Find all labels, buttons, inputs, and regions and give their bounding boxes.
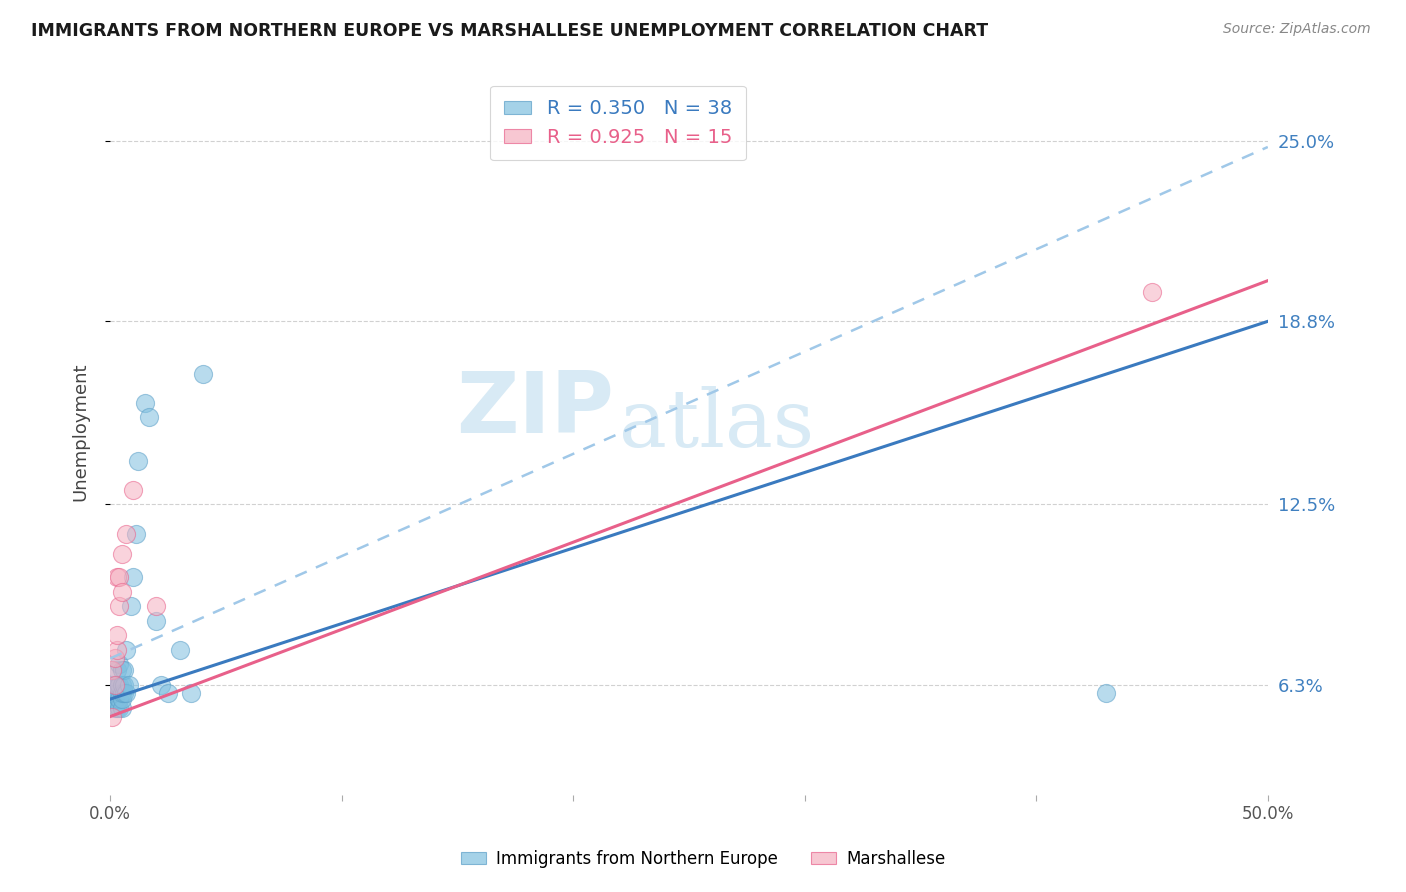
Point: [104, 681, 127, 695]
Point: [150, 678, 173, 692]
Point: [111, 547, 134, 561]
Text: Source: ZipAtlas.com: Source: ZipAtlas.com: [1223, 22, 1371, 37]
Point: [111, 701, 134, 715]
Point: [108, 657, 131, 672]
Point: [122, 570, 145, 584]
Point: [101, 686, 124, 700]
Text: IMMIGRANTS FROM NORTHERN EUROPE VS MARSHALLESE UNEMPLOYMENT CORRELATION CHART: IMMIGRANTS FROM NORTHERN EUROPE VS MARSH…: [31, 22, 988, 40]
Point: [104, 692, 127, 706]
Point: [111, 678, 134, 692]
Point: [127, 454, 149, 468]
Point: [1094, 686, 1116, 700]
Point: [105, 663, 128, 677]
Point: [156, 686, 179, 700]
Point: [112, 663, 135, 677]
Point: [124, 526, 146, 541]
Point: [105, 628, 128, 642]
Text: atlas: atlas: [620, 385, 814, 464]
Point: [104, 651, 127, 665]
Point: [101, 663, 124, 677]
Point: [122, 483, 145, 497]
Point: [138, 410, 160, 425]
Point: [111, 584, 134, 599]
Y-axis label: Unemployment: Unemployment: [72, 362, 89, 501]
Point: [180, 686, 202, 700]
Point: [101, 692, 124, 706]
Point: [108, 701, 131, 715]
Point: [105, 678, 128, 692]
Point: [101, 709, 124, 723]
Point: [111, 686, 134, 700]
Point: [115, 526, 138, 541]
Point: [112, 686, 135, 700]
Point: [101, 678, 124, 692]
Point: [191, 367, 214, 381]
Point: [108, 678, 131, 692]
Point: [169, 642, 191, 657]
Point: [104, 678, 127, 692]
Point: [145, 599, 167, 614]
Legend: R = 0.350   N = 38, R = 0.925   N = 15: R = 0.350 N = 38, R = 0.925 N = 15: [491, 86, 745, 161]
Point: [108, 570, 131, 584]
Point: [108, 599, 131, 614]
Point: [117, 678, 139, 692]
Point: [111, 663, 134, 677]
Point: [145, 614, 167, 628]
Point: [115, 686, 138, 700]
Point: [111, 692, 134, 706]
Point: [1140, 285, 1163, 300]
Point: [120, 599, 142, 614]
Point: [112, 678, 135, 692]
Point: [105, 642, 128, 657]
Point: [108, 692, 131, 706]
Point: [115, 642, 138, 657]
Text: ZIP: ZIP: [456, 368, 613, 451]
Point: [104, 701, 127, 715]
Legend: Immigrants from Northern Europe, Marshallese: Immigrants from Northern Europe, Marshal…: [454, 844, 952, 875]
Point: [134, 395, 156, 409]
Point: [105, 701, 128, 715]
Point: [105, 686, 128, 700]
Point: [105, 570, 128, 584]
